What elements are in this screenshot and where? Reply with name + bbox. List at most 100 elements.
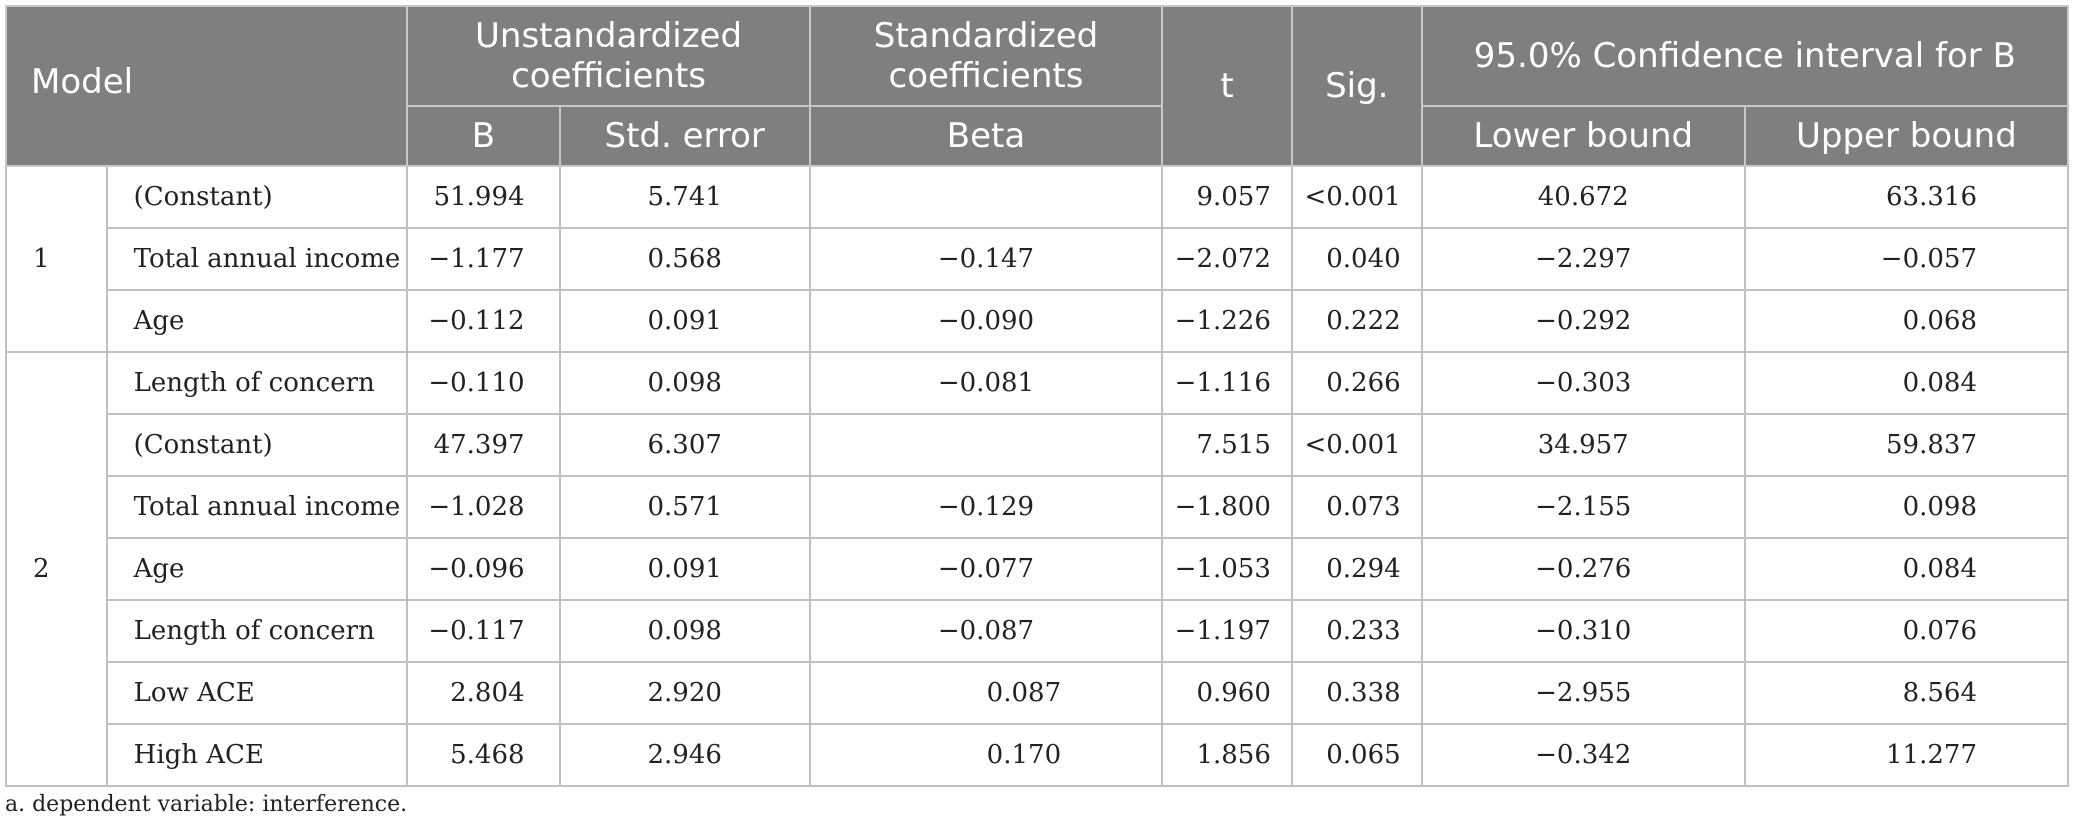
cell-sig: <0.001 <box>1290 165 1423 229</box>
cell-lower-bound: −0.310 <box>1420 599 1746 663</box>
header-confidence-interval: 95.0% Confidence interval for B <box>1420 5 2070 107</box>
cell-upper-bound: 63.316 <box>1743 165 2070 229</box>
row-label: Low ACE <box>105 661 409 725</box>
cell-std-error: 0.091 <box>558 537 811 601</box>
coefficients-table-container: Model Unstandardized coefficients Standa… <box>4 5 2070 787</box>
cell-upper-bound: 11.277 <box>1743 723 2070 787</box>
model-number: 2 <box>5 351 108 787</box>
cell-t: −2.072 <box>1161 227 1293 291</box>
header-t: t <box>1161 5 1293 167</box>
table-footnote: a. dependent variable: interference. <box>5 792 408 817</box>
cell-beta: −0.087 <box>808 599 1164 663</box>
cell-lower-bound: −0.303 <box>1420 351 1746 415</box>
table-row: 2 Length of concern −0.110 0.098 −0.081 … <box>5 351 2070 787</box>
cell-beta: −0.147 <box>808 227 1164 291</box>
cell-std-error: 0.091 <box>558 289 811 353</box>
cell-t: −1.053 <box>1161 537 1293 601</box>
cell-b: 5.468 <box>406 723 561 787</box>
cell-upper-bound: 8.564 <box>1743 661 2070 725</box>
cell-sig: 0.073 <box>1290 475 1423 539</box>
row-label: Length of concern <box>105 351 409 415</box>
cell-lower-bound: −2.955 <box>1420 661 1746 725</box>
table-row: Total annual income −1.177 0.568 −0.147 … <box>6 227 2070 291</box>
cell-b: −1.177 <box>406 227 561 291</box>
header-model: Model <box>4 5 409 167</box>
cell-upper-bound: 0.076 <box>1743 599 2070 663</box>
cell-std-error: 6.307 <box>558 413 811 477</box>
row-label: (Constant) <box>105 165 409 229</box>
cell-sig: 0.040 <box>1290 227 1423 291</box>
cell-lower-bound: −2.155 <box>1420 475 1746 539</box>
cell-t: −1.197 <box>1161 599 1293 663</box>
cell-sig: 0.222 <box>1290 289 1423 353</box>
cell-b: −0.110 <box>406 351 561 415</box>
cell-b: 2.804 <box>406 661 561 725</box>
cell-beta <box>808 413 1164 477</box>
cell-upper-bound: 0.068 <box>1743 289 2070 353</box>
cell-t: 7.515 <box>1161 413 1293 477</box>
model-number: 1 <box>5 165 108 353</box>
cell-std-error: 0.098 <box>558 351 811 415</box>
table-row: Low ACE 2.804 2.920 0.087 0.960 0.338 −2… <box>6 661 2070 725</box>
header-upper-bound: Upper bound <box>1743 105 2070 167</box>
cell-b: 47.397 <box>406 413 561 477</box>
row-label: Length of concern <box>105 599 409 663</box>
cell-std-error: 5.741 <box>558 165 811 229</box>
header-b: B <box>406 105 561 167</box>
cell-std-error: 2.920 <box>558 661 811 725</box>
header-standardized-coefficients: Standardized coefficients <box>808 5 1164 107</box>
cell-sig: 0.338 <box>1290 661 1423 725</box>
cell-std-error: 0.568 <box>558 227 811 291</box>
cell-upper-bound: −0.057 <box>1743 227 2070 291</box>
cell-t: 0.960 <box>1161 661 1293 725</box>
cell-b: −0.096 <box>406 537 561 601</box>
cell-upper-bound: 0.084 <box>1743 537 2070 601</box>
cell-upper-bound: 0.084 <box>1743 351 2070 415</box>
cell-lower-bound: −0.276 <box>1420 537 1746 601</box>
table-row: Age −0.112 0.091 −0.090 −1.226 0.222 −0.… <box>6 289 2070 353</box>
row-label: Total annual income <box>105 475 409 539</box>
cell-std-error: 2.946 <box>558 723 811 787</box>
header-std-error: Std. error <box>558 105 811 167</box>
cell-t: 9.057 <box>1161 165 1293 229</box>
table-row: High ACE 5.468 2.946 0.170 1.856 0.065 −… <box>6 723 2070 787</box>
cell-t: −1.800 <box>1161 475 1293 539</box>
table-row: Age −0.096 0.091 −0.077 −1.053 0.294 −0.… <box>6 537 2070 601</box>
cell-lower-bound: −0.292 <box>1420 289 1746 353</box>
cell-t: 1.856 <box>1161 723 1293 787</box>
table-row: Total annual income −1.028 0.571 −0.129 … <box>6 475 2070 539</box>
cell-std-error: 0.098 <box>558 599 811 663</box>
cell-lower-bound: 34.957 <box>1420 413 1746 477</box>
cell-lower-bound: 40.672 <box>1420 165 1746 229</box>
cell-lower-bound: −2.297 <box>1420 227 1746 291</box>
cell-beta: −0.077 <box>808 537 1164 601</box>
cell-sig: 0.294 <box>1290 537 1423 601</box>
header-sig: Sig. <box>1290 5 1423 167</box>
cell-t: −1.116 <box>1161 351 1293 415</box>
cell-sig: <0.001 <box>1290 413 1423 477</box>
cell-lower-bound: −0.342 <box>1420 723 1746 787</box>
row-label: Total annual income <box>105 227 409 291</box>
table-row: Length of concern −0.117 0.098 −0.087 −1… <box>6 599 2070 663</box>
cell-b: −0.112 <box>406 289 561 353</box>
cell-beta: 0.170 <box>808 723 1164 787</box>
cell-beta: −0.129 <box>808 475 1164 539</box>
coefficients-table: Model Unstandardized coefficients Standa… <box>4 5 2070 787</box>
coefficients-table-body: 1 (Constant) 51.994 5.741 9.057 <0.001 4… <box>5 165 2070 787</box>
cell-beta: −0.081 <box>808 351 1164 415</box>
cell-b: 51.994 <box>406 165 561 229</box>
table-row: (Constant) 47.397 6.307 7.515 <0.001 34.… <box>6 413 2070 477</box>
header-unstandardized-coefficients: Unstandardized coefficients <box>406 5 811 107</box>
cell-t: −1.226 <box>1161 289 1293 353</box>
cell-sig: 0.065 <box>1290 723 1423 787</box>
cell-sig: 0.266 <box>1290 351 1423 415</box>
header-lower-bound: Lower bound <box>1420 105 1746 167</box>
cell-sig: 0.233 <box>1290 599 1423 663</box>
cell-beta: −0.090 <box>808 289 1164 353</box>
row-label: High ACE <box>105 723 409 787</box>
row-label: Age <box>105 289 409 353</box>
row-label: (Constant) <box>105 413 409 477</box>
cell-upper-bound: 59.837 <box>1743 413 2070 477</box>
cell-beta: 0.087 <box>808 661 1164 725</box>
table-row: 1 (Constant) 51.994 5.741 9.057 <0.001 4… <box>5 165 2070 353</box>
